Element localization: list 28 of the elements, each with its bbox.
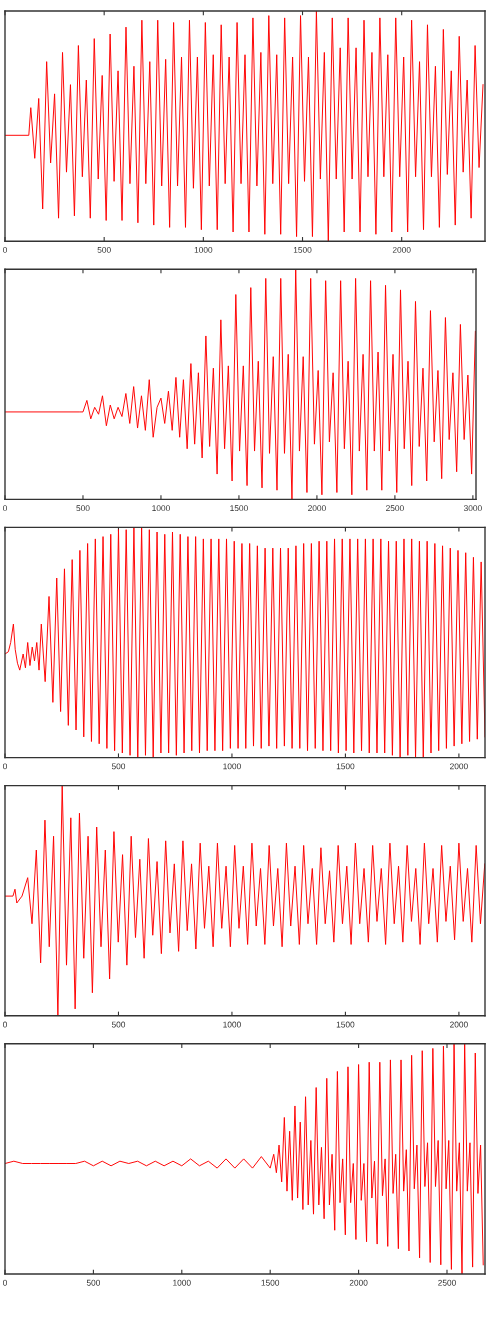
x-tick-label: 1000 xyxy=(223,1021,241,1028)
x-tick-label: 1000 xyxy=(152,505,170,512)
x-tick-label: 3000 xyxy=(463,505,482,512)
x-tick-label: 1000 xyxy=(173,1279,191,1286)
x-tick-label: 0 xyxy=(3,246,7,253)
x-tick-label: 500 xyxy=(86,1279,101,1286)
x-tick-label: 500 xyxy=(111,763,126,770)
x-tick-label: 0 xyxy=(3,1021,7,1028)
x-tick-label: 0 xyxy=(3,505,7,512)
x-tick-label: 2000 xyxy=(349,1279,368,1286)
x-tick-label: 2000 xyxy=(308,505,326,512)
x-tick-label: 0 xyxy=(3,1279,7,1286)
x-tick-label: 2000 xyxy=(450,763,468,770)
x-tick-label: 1000 xyxy=(223,763,241,770)
x-tick-label: 2000 xyxy=(392,246,411,253)
x-tick-label: 2000 xyxy=(450,1021,468,1028)
x-tick-label: 1500 xyxy=(261,1279,280,1286)
x-tick-label: 1500 xyxy=(336,763,355,770)
x-tick-label: 1000 xyxy=(194,246,213,253)
x-tick-label: 1500 xyxy=(293,246,312,253)
x-tick-label: 500 xyxy=(111,1021,126,1028)
x-tick-label: 2500 xyxy=(438,1279,456,1286)
x-tick-label: 1500 xyxy=(336,1021,355,1028)
x-tick-label: 1500 xyxy=(230,505,248,512)
x-tick-label: 2500 xyxy=(386,505,404,512)
x-tick-label: 500 xyxy=(76,505,90,512)
x-tick-label: 0 xyxy=(3,763,7,770)
x-tick-label: 500 xyxy=(97,246,111,253)
